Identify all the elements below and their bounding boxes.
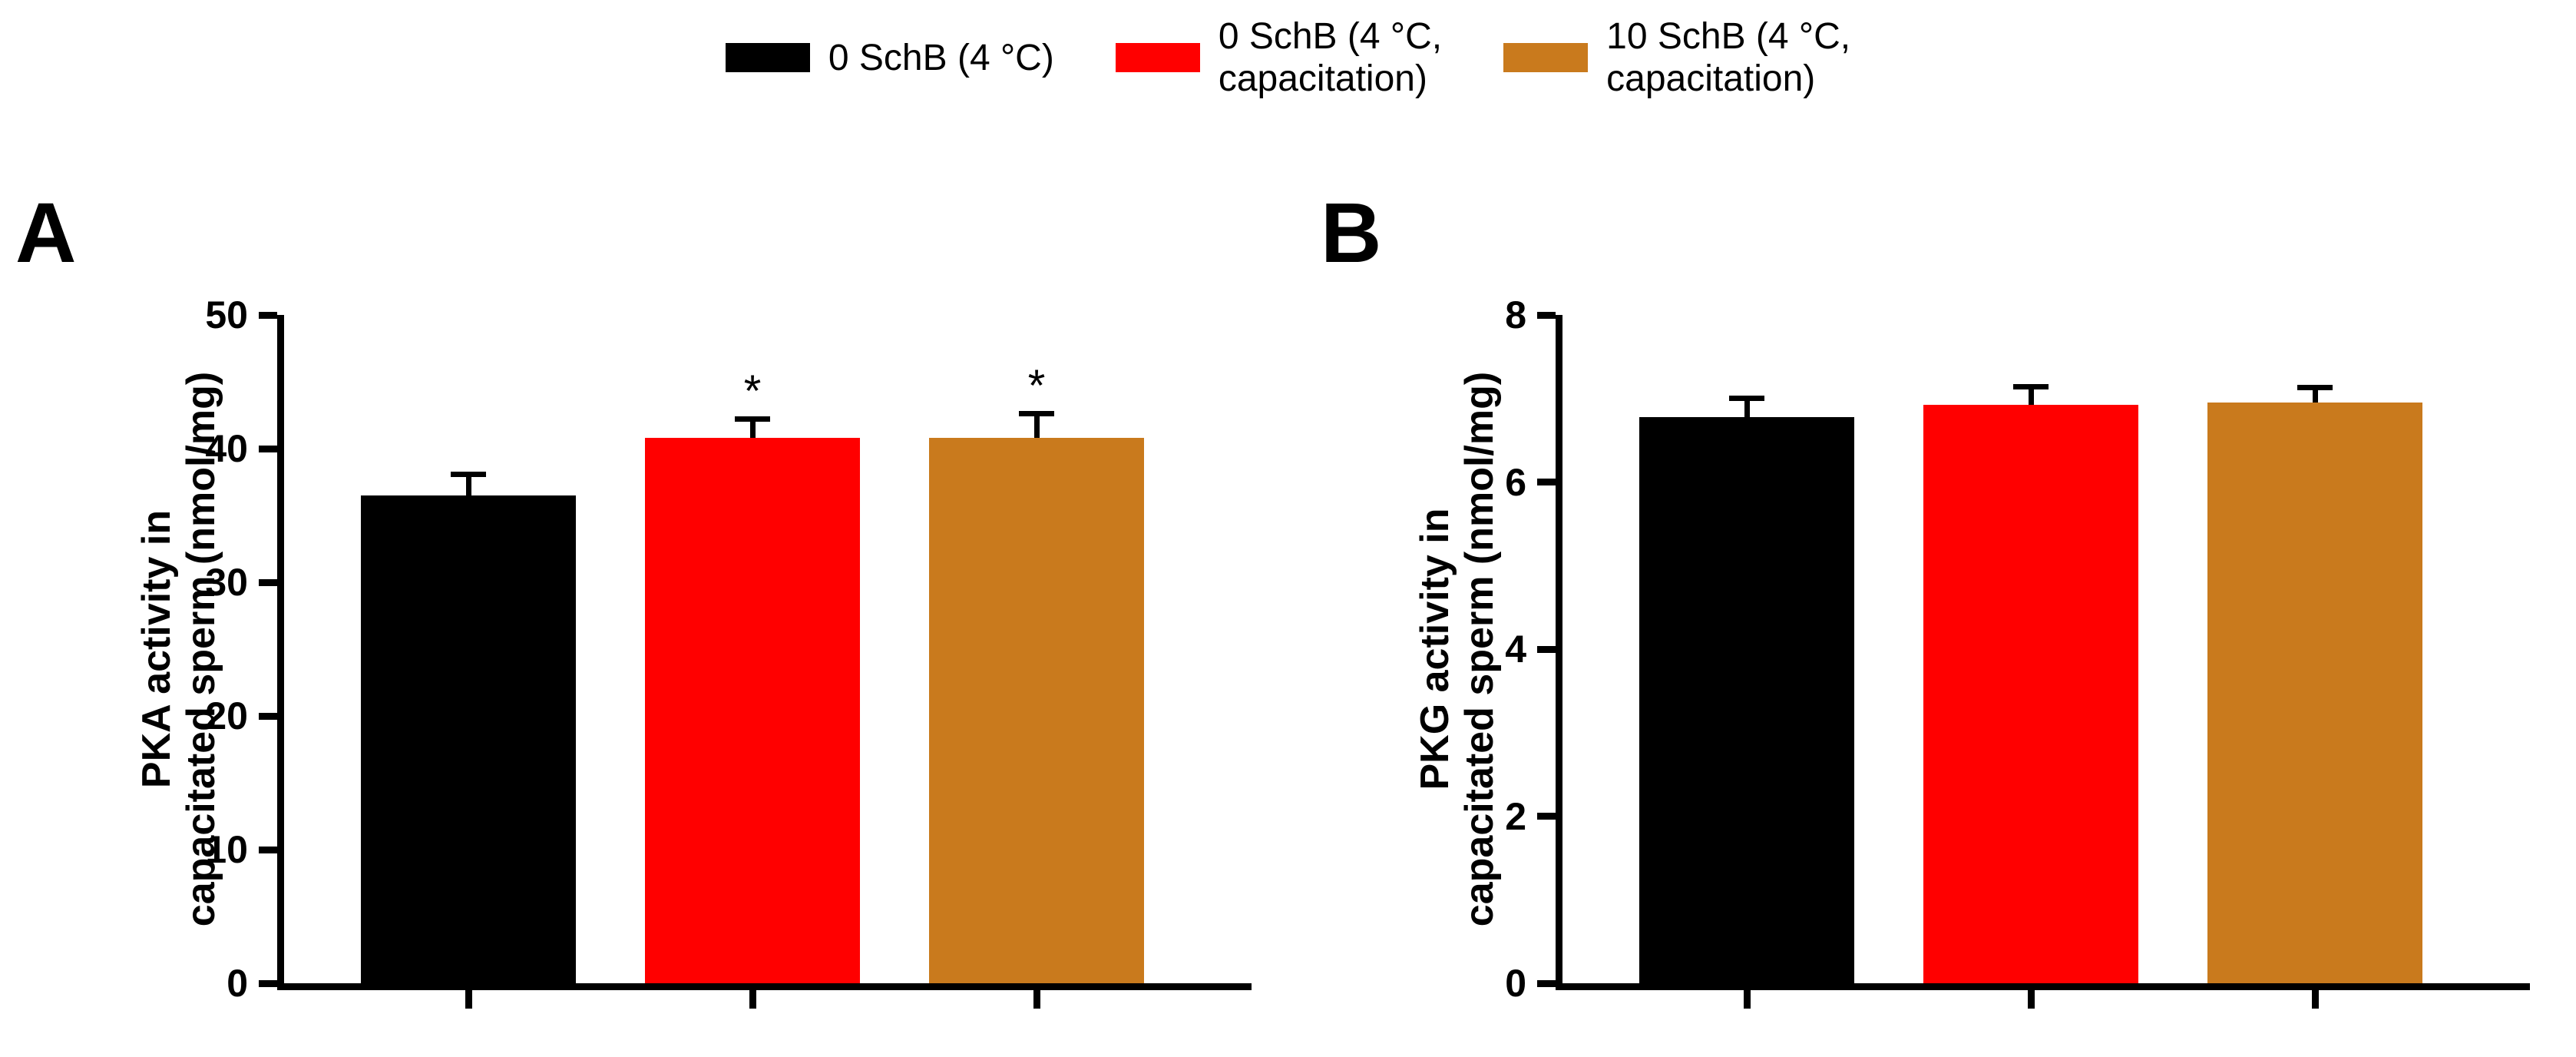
y-axis-title: PKG activity in capacitated sperm (nmol/…: [1413, 315, 1502, 983]
panel-letter-a: A: [15, 184, 76, 282]
y-tick: [259, 980, 277, 987]
y-axis-title: PKA activity in capacitated sperm (nmol/…: [134, 315, 223, 983]
legend-swatch-1: [1116, 43, 1200, 72]
bar: [361, 495, 576, 983]
errorbar-stem: [2029, 387, 2034, 406]
errorbar-stem: [750, 419, 756, 438]
y-tick: [259, 312, 277, 319]
legend-label-2: 10 SchB (4 °C, capacitation): [1606, 15, 1850, 100]
y-tick: [1537, 980, 1556, 987]
bar: [645, 438, 860, 983]
panel-a: 01020304050**PKA activity in capacitated…: [284, 315, 1205, 983]
x-tick: [749, 990, 756, 1009]
significance-marker: *: [729, 366, 775, 417]
legend-label-1: 0 SchB (4 °C, capacitation): [1219, 15, 1442, 100]
legend-item-0: 0 SchB (4 °C): [726, 37, 1054, 79]
legend-item-1: 0 SchB (4 °C, capacitation): [1116, 15, 1442, 100]
y-tick: [259, 579, 277, 586]
errorbar-cap: [2013, 384, 2049, 389]
bar: [1923, 405, 2138, 983]
y-axis-line: [1556, 315, 1562, 990]
figure-root: 0 SchB (4 °C) 0 SchB (4 °C, capacitation…: [0, 0, 2576, 1057]
significance-marker: *: [1014, 360, 1060, 412]
bar: [929, 438, 1144, 983]
errorbar-cap: [735, 416, 770, 422]
y-tick: [259, 713, 277, 720]
errorbar-cap: [1729, 396, 1764, 401]
x-tick: [2312, 990, 2319, 1009]
errorbar-cap: [451, 472, 486, 477]
x-tick: [1033, 990, 1040, 1009]
y-tick: [1537, 646, 1556, 653]
errorbar-cap: [2297, 385, 2333, 390]
errorbar-stem: [1744, 399, 1750, 417]
bar: [2207, 403, 2422, 983]
bar: [1639, 417, 1854, 983]
legend-swatch-0: [726, 43, 810, 72]
y-axis-line: [277, 315, 284, 990]
panel-b: 02468PKG activity in capacitated sperm (…: [1562, 315, 2484, 983]
errorbar-cap: [1019, 411, 1054, 416]
errorbar-stem: [1034, 414, 1040, 438]
x-tick: [2028, 990, 2035, 1009]
errorbar-stem: [466, 474, 471, 495]
x-axis-line: [1556, 983, 2530, 990]
legend: 0 SchB (4 °C) 0 SchB (4 °C, capacitation…: [0, 15, 2576, 100]
x-tick: [465, 990, 472, 1009]
y-tick: [1537, 479, 1556, 485]
y-tick: [259, 446, 277, 452]
legend-label-0: 0 SchB (4 °C): [828, 37, 1054, 79]
legend-item-2: 10 SchB (4 °C, capacitation): [1503, 15, 1850, 100]
x-tick: [1744, 990, 1751, 1009]
y-tick: [1537, 312, 1556, 319]
y-tick: [1537, 813, 1556, 820]
x-axis-line: [277, 983, 1252, 990]
y-tick: [259, 847, 277, 853]
panel-letter-b: B: [1321, 184, 1381, 282]
legend-swatch-2: [1503, 43, 1588, 72]
